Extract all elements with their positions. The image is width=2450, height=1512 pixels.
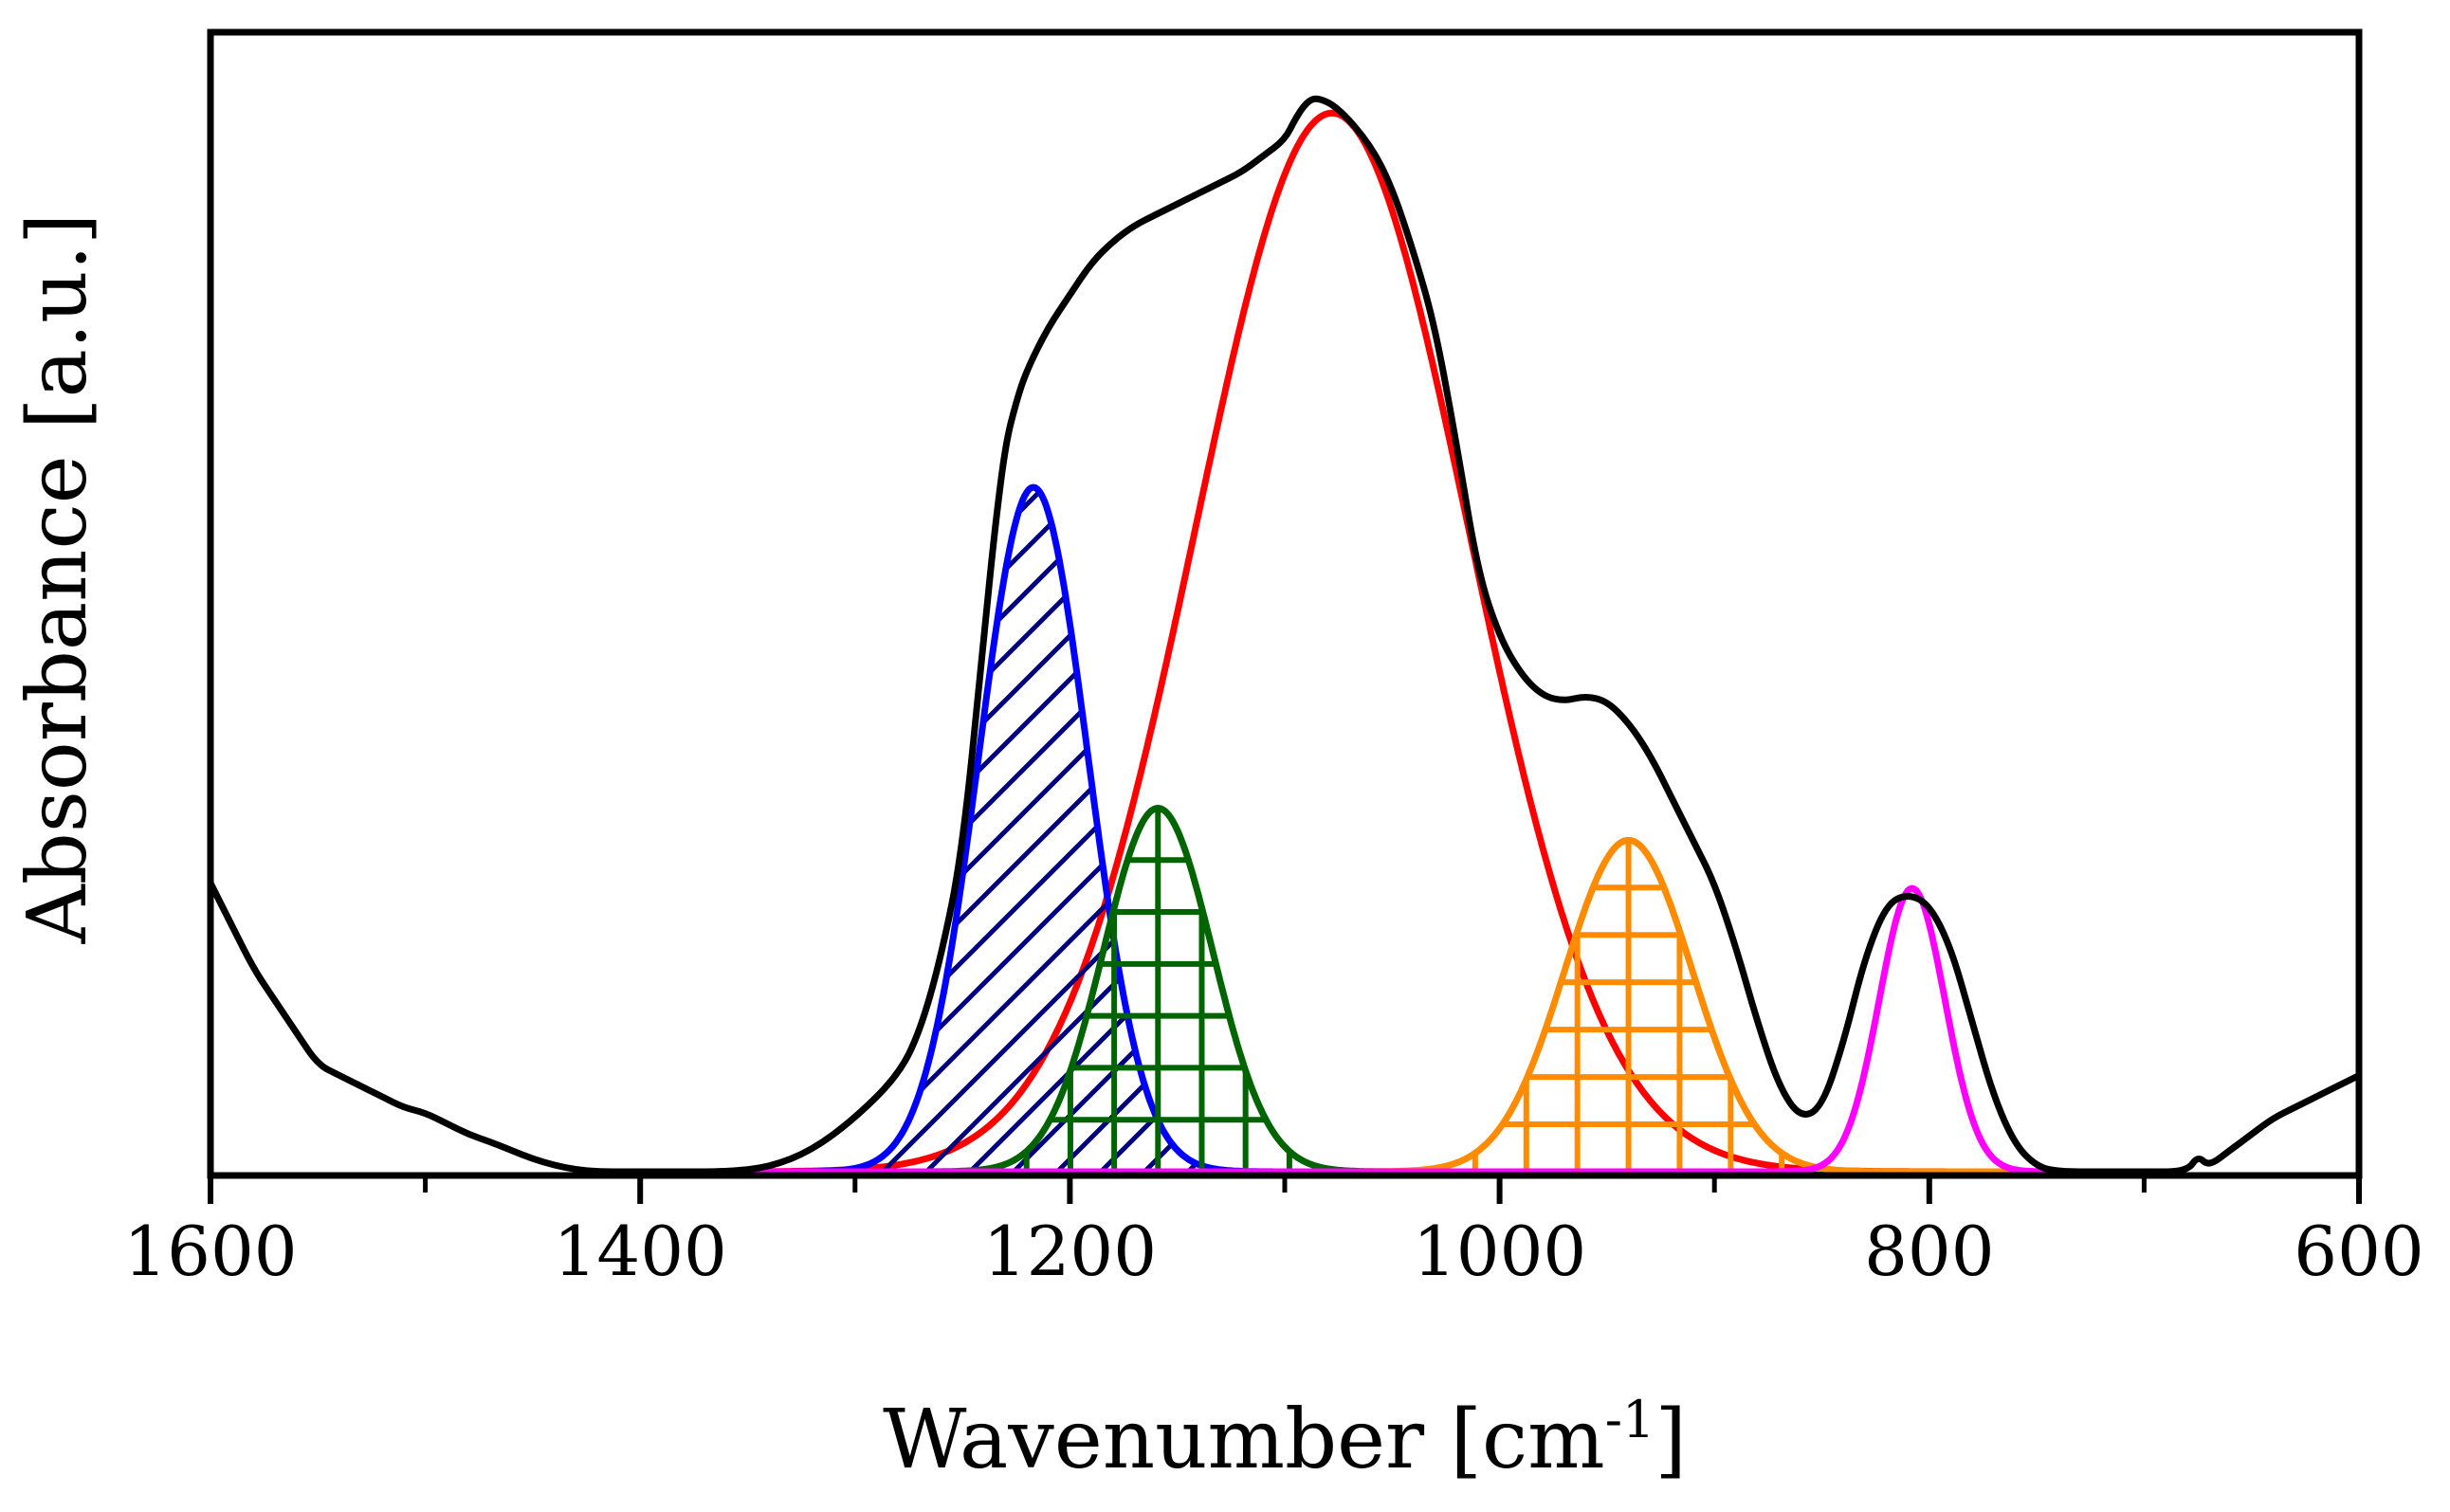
blue-component-hatch-line <box>640 487 1491 1172</box>
blue-component-hatch-line <box>1404 487 2145 1172</box>
blue-component-hatch-line <box>640 487 837 1172</box>
blue-component-hatch-line <box>1928 487 2145 1172</box>
x-axis-title-suffix: ] <box>1655 1393 1687 1487</box>
blue-component-hatch-line <box>640 487 924 1172</box>
spectrum-layer <box>210 95 2359 1175</box>
blue-component-hatch-line <box>2058 487 2145 1172</box>
blue-component-hatch-line <box>1317 487 2145 1172</box>
orange-component-hatch <box>1415 840 1843 1172</box>
blue-component-hatch-line <box>640 487 794 1172</box>
y-axis-title: Absorbance [a.u.] <box>10 213 105 945</box>
blue-component-hatch-line <box>924 487 1971 1172</box>
blue-component-hatch-line <box>1971 487 2145 1172</box>
blue-component-hatch-line <box>640 487 706 1172</box>
x-axis-title-superscript: -1 <box>1605 1390 1655 1449</box>
blue-component-hatch-line <box>640 487 1404 1172</box>
blue-component-hatch-line <box>2102 487 2145 1172</box>
red-component-curve <box>639 109 2146 1175</box>
x-axis-tick-labels: 1600 1400 1200 1000 800 600 <box>123 1211 2423 1291</box>
x-tick-label: 1600 <box>123 1211 297 1291</box>
blue-component-hatch-line <box>640 487 750 1172</box>
blue-component-hatch-line <box>1099 487 2145 1172</box>
blue-component-hatch-line <box>640 487 1186 1172</box>
blue-component-hatch-line <box>1797 487 2145 1172</box>
component-layer <box>639 109 2450 1175</box>
blue-component-hatch-line <box>750 487 1797 1172</box>
blue-component-hatch-line <box>640 487 1535 1172</box>
measured-spectrum-line <box>210 95 2359 1175</box>
blue-component-hatch-line <box>1710 487 2145 1172</box>
x-axis-title: Wavenumber [cm-1] <box>883 1390 1687 1487</box>
blue-component-hatch-line <box>1273 487 2145 1172</box>
x-axis-ticks <box>208 1175 2362 1204</box>
blue-component-hatch-line <box>1666 487 2145 1172</box>
green-component-curve <box>639 805 2146 1175</box>
x-tick-label: 800 <box>1864 1211 1994 1291</box>
blue-component-hatch-line <box>640 487 881 1172</box>
blue-component-hatch-line <box>1753 487 2145 1172</box>
blue-component-hatch-line <box>640 487 968 1172</box>
x-tick-label: 600 <box>2294 1211 2423 1291</box>
blue-component-hatch-line <box>640 487 1055 1172</box>
blue-component-hatch-line <box>1361 487 2145 1172</box>
blue-component-hatch-line <box>1535 487 2145 1172</box>
blue-component-hatch-line <box>2015 487 2145 1172</box>
blue-component-hatch-line <box>1622 487 2145 1172</box>
magenta-component-curve <box>639 884 2146 1175</box>
x-tick-label: 1000 <box>1413 1211 1586 1291</box>
x-tick-label: 1200 <box>983 1211 1157 1291</box>
blue-component-curve <box>639 483 2146 1175</box>
blue-component-hatch-line <box>881 487 1928 1172</box>
blue-component-hatch-line <box>640 487 1012 1172</box>
blue-component-hatch-line <box>1579 487 2145 1172</box>
blue-component-hatch-line <box>1143 487 2145 1172</box>
x-tick-label: 1400 <box>554 1211 727 1291</box>
blue-component-hatch-line <box>2148 129 2450 1172</box>
plot-frame <box>207 28 2363 1179</box>
x-axis-title-main: Wavenumber [cm <box>883 1393 1605 1487</box>
